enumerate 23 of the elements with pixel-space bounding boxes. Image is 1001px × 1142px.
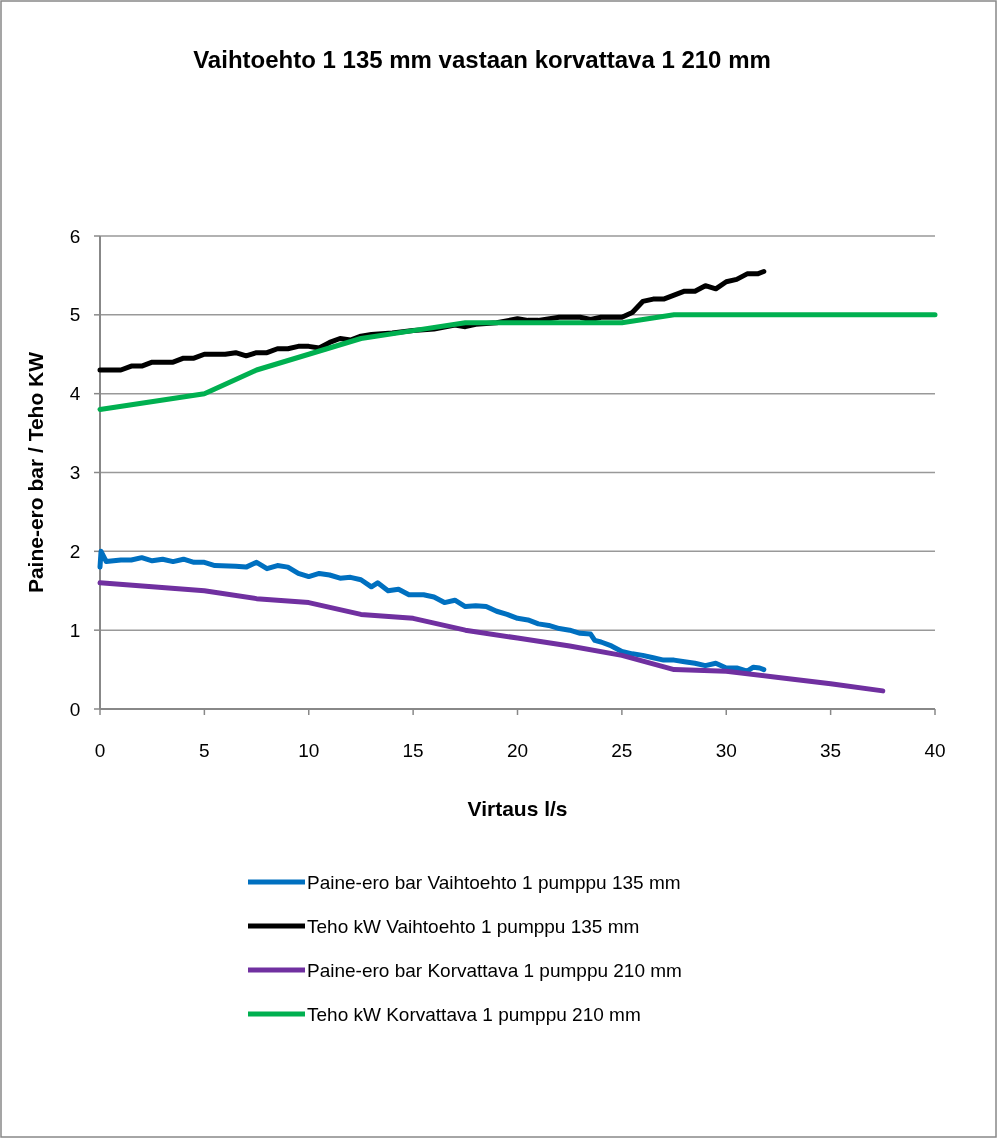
legend-label: Teho kW Korvattava 1 pumppu 210 mm	[307, 1003, 641, 1025]
legend-label: Paine-ero bar Vaihtoehto 1 pumppu 135 mm	[307, 871, 681, 893]
x-axis-title: Virtaus l/s	[467, 797, 568, 820]
y-tick-label: 2	[69, 540, 81, 562]
x-tick-label: 15	[402, 740, 424, 761]
y-axis-title: Paine-ero bar / Teho KW	[24, 351, 47, 594]
x-tick-label: 10	[298, 740, 320, 761]
x-tick-label: 35	[820, 740, 842, 761]
x-tick-label: 25	[611, 740, 633, 761]
legend-label: Teho kW Vaihtoehto 1 pumppu 135 mm	[307, 915, 640, 937]
y-tick-label: 4	[69, 383, 81, 405]
y-tick-label: 3	[69, 462, 81, 484]
x-tick-label: 5	[199, 740, 210, 761]
y-tick-label: 6	[69, 225, 81, 247]
x-tick-label: 0	[94, 740, 106, 761]
y-tick-label: 1	[69, 619, 81, 641]
y-tick-label: 5	[69, 304, 81, 326]
legend-label: Paine-ero bar Korvattava 1 pumppu 210 mm	[307, 959, 682, 981]
y-tick-label: 0	[69, 698, 81, 720]
chart-title: Vaihtoehto 1 135 mm vastaan korvattava 1 210 mm	[193, 46, 771, 73]
x-tick-label: 40	[924, 740, 946, 761]
x-tick-label: 20	[506, 740, 529, 761]
x-tick-label: 30	[715, 740, 737, 761]
